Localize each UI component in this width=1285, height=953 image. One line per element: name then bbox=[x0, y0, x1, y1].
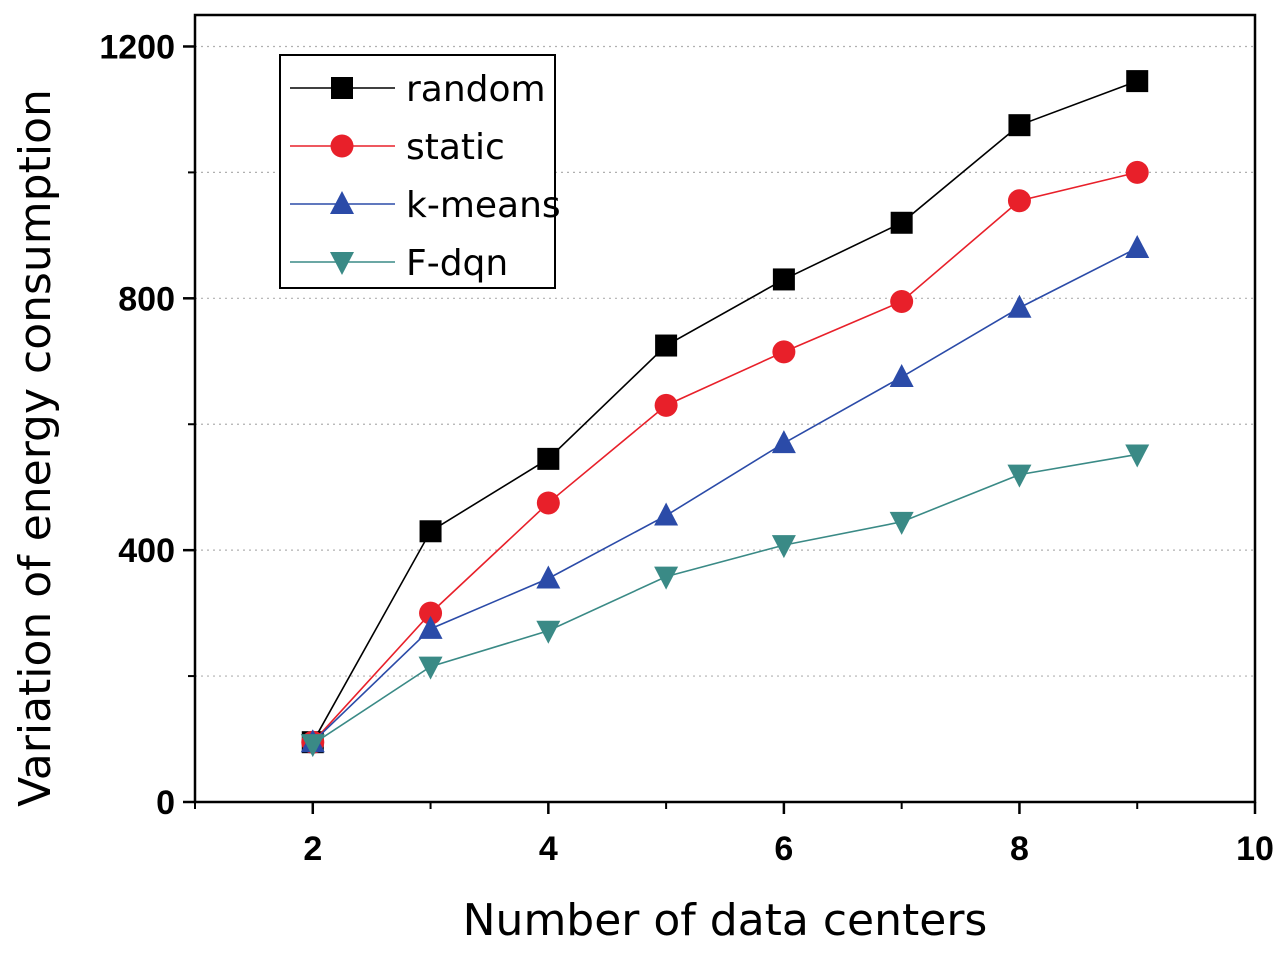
legend-marker-static bbox=[330, 134, 354, 158]
data-point-k-means bbox=[771, 430, 796, 454]
legend-marker-F-dqn bbox=[330, 252, 354, 275]
x-axis-title: Number of data centers bbox=[463, 895, 988, 946]
x-tick-label: 4 bbox=[539, 830, 558, 868]
data-point-k-means bbox=[418, 615, 443, 639]
legend-box bbox=[279, 54, 556, 289]
data-point-random bbox=[1126, 70, 1149, 93]
legend-marker-k-means bbox=[330, 191, 354, 214]
data-point-random bbox=[655, 334, 678, 357]
data-point-F-dqn bbox=[1007, 464, 1032, 488]
legend-marker-random bbox=[331, 77, 353, 99]
data-point-k-means bbox=[889, 364, 914, 388]
data-point-F-dqn bbox=[1125, 444, 1150, 468]
x-tick-label: 2 bbox=[303, 830, 322, 868]
data-point-k-means bbox=[654, 502, 679, 526]
data-point-random bbox=[419, 520, 442, 543]
data-point-k-means bbox=[536, 565, 561, 589]
data-point-static bbox=[1125, 160, 1149, 184]
y-tick-label: 400 bbox=[118, 532, 175, 570]
data-point-static bbox=[890, 289, 914, 313]
legend-label-random: random bbox=[406, 69, 546, 110]
data-point-static bbox=[536, 491, 560, 515]
axes: 0 400 800 1200 2 4 6 8 10 bbox=[99, 28, 1274, 868]
data-point-random bbox=[890, 211, 913, 234]
x-tick-label: 10 bbox=[1236, 830, 1274, 868]
y-tick-label: 1200 bbox=[99, 28, 175, 66]
data-point-k-means bbox=[1007, 294, 1032, 318]
data-point-static bbox=[772, 340, 796, 364]
series bbox=[300, 70, 1150, 758]
legend-label-static: static bbox=[406, 127, 505, 168]
y-axis-title: Variation of energy consumption bbox=[10, 89, 61, 807]
x-tick-label: 8 bbox=[1010, 830, 1029, 868]
data-point-F-dqn bbox=[889, 511, 914, 535]
data-point-F-dqn bbox=[536, 620, 561, 644]
data-point-k-means bbox=[1125, 234, 1150, 258]
data-point-F-dqn bbox=[300, 734, 325, 758]
data-point-static bbox=[1007, 189, 1031, 213]
data-point-random bbox=[1008, 114, 1031, 137]
plot-frame bbox=[193, 13, 1257, 804]
data-point-static bbox=[419, 601, 443, 625]
legend-label-F-dqn: F-dqn bbox=[406, 243, 508, 284]
legend-label-k-means: k-means bbox=[406, 185, 561, 226]
data-point-F-dqn bbox=[418, 656, 443, 680]
series-line-F-dqn bbox=[312, 453, 1138, 745]
data-point-F-dqn bbox=[654, 566, 679, 590]
data-point-random bbox=[772, 268, 795, 291]
legend: random static k-means F-dqn bbox=[279, 54, 561, 289]
y-tick-label: 800 bbox=[118, 280, 175, 318]
series-F-dqn bbox=[300, 444, 1150, 758]
x-tick-label: 6 bbox=[774, 830, 793, 868]
series-line-static bbox=[312, 171, 1138, 743]
series-line-random bbox=[312, 80, 1138, 743]
data-point-static bbox=[654, 393, 678, 417]
data-point-F-dqn bbox=[771, 535, 796, 559]
y-tick-label: 0 bbox=[156, 784, 175, 822]
series-line-k-means bbox=[312, 247, 1138, 743]
grid-lines bbox=[195, 45, 1255, 677]
data-point-random bbox=[537, 447, 560, 470]
